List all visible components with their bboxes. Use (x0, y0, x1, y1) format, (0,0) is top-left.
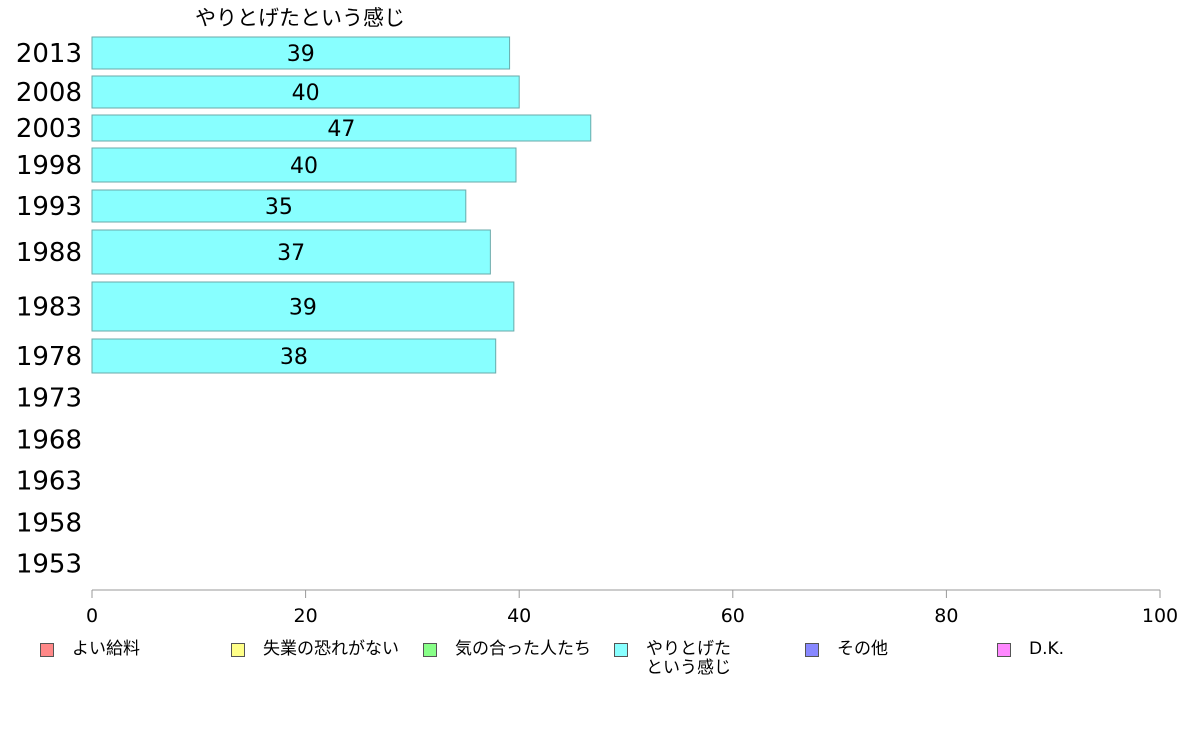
bar-value-label: 39 (287, 42, 315, 67)
year-label: 1993 (16, 192, 82, 222)
bar-value-label: 37 (277, 241, 305, 266)
bar (91, 75, 520, 109)
x-tick-label: 60 (721, 605, 745, 627)
chart-title: やりとげたという感じ (195, 6, 405, 30)
year-label: 2008 (16, 78, 82, 108)
bar (91, 114, 592, 142)
bar-value-label: 40 (290, 154, 318, 179)
bar (91, 36, 511, 70)
bar-value-label: 47 (327, 117, 355, 142)
x-tick-label: 100 (1142, 605, 1178, 627)
bar (91, 229, 491, 275)
legend-item: やりとげた という感じ (614, 640, 731, 678)
year-label: 1958 (16, 509, 82, 539)
year-label: 1968 (16, 426, 82, 456)
bar-value-label: 38 (280, 345, 308, 370)
x-tick-label: 80 (934, 605, 958, 627)
year-label: 1963 (16, 467, 82, 497)
legend-swatch (231, 643, 245, 657)
legend-swatch (614, 643, 628, 657)
legend-swatch (40, 643, 54, 657)
year-labels-layer: 2013 2008 2003 1998 1993 1988 1983 1978 1973 1968… (16, 39, 82, 580)
x-tick-label: 40 (507, 605, 531, 627)
bar (91, 338, 497, 374)
legend-swatch (997, 643, 1011, 657)
x-tick-label: 20 (294, 605, 318, 627)
bar-value-label: 35 (265, 195, 293, 220)
legend-item: 気の合った人たち (423, 640, 591, 659)
legend-label: その他 (837, 639, 888, 659)
bar (91, 189, 467, 223)
year-label: 2003 (16, 114, 82, 144)
legend-item: その他 (805, 640, 888, 659)
bar (91, 281, 515, 332)
legend-swatch (805, 643, 819, 657)
year-label: 1978 (16, 342, 82, 372)
legend-swatch (423, 643, 437, 657)
bar-value-label: 39 (289, 296, 317, 321)
legend-label: 失業の恐れがない (263, 639, 399, 659)
x-axis: 0 20 40 60 80 100 (86, 589, 1178, 627)
bars-layer: 39 40 47 40 35 37 39 38 (91, 36, 592, 374)
legend-label: 気の合った人たち (455, 639, 591, 659)
year-label: 1988 (16, 238, 82, 268)
year-label: 2013 (16, 39, 82, 69)
year-label: 1953 (16, 550, 82, 580)
year-label: 1973 (16, 384, 82, 414)
legend-label: よい給料 (72, 639, 140, 659)
legend-item: よい給料 (40, 640, 140, 659)
bar-value-label: 40 (292, 81, 320, 106)
legend-item: 失業の恐れがない (231, 640, 399, 659)
legend-item: D.K. (997, 640, 1064, 659)
legend-label: やりとげた という感じ (646, 639, 731, 678)
bar (91, 147, 517, 183)
year-label: 1983 (16, 293, 82, 323)
legend-label: D.K. (1029, 639, 1065, 659)
x-tick-label: 0 (86, 605, 98, 627)
year-label: 1998 (16, 151, 82, 181)
legend: よい給料 失業の恐れがない 気の合った人たち やりとげた という感じ その他 D… (0, 640, 1188, 690)
